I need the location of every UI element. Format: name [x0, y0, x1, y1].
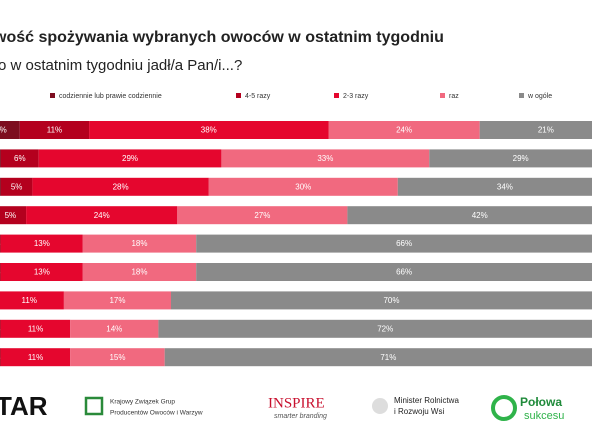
bar-segment [38, 149, 222, 168]
logo-text: Połowa [520, 395, 562, 409]
bar-segment [171, 291, 592, 310]
data-label: 13% [34, 268, 50, 277]
data-label: 29% [513, 154, 529, 163]
bar-segment [0, 348, 71, 367]
legend-swatch [50, 93, 55, 98]
data-label: 15% [109, 353, 125, 362]
legend-label: 2-3 razy [343, 93, 369, 100]
bar-segment [328, 121, 480, 139]
bar-segment [196, 234, 592, 253]
bar-segment [0, 263, 1, 281]
logo-text: smarter branding [274, 413, 327, 420]
bar-segment [0, 177, 33, 196]
chart-subtitle: o w ostatnim tygodniu jadł/a Pan/i...? [0, 57, 242, 74]
data-label: 24% [396, 126, 412, 135]
data-label: 66% [396, 239, 412, 248]
logo-text: Producentów Owoców i Warzyw [110, 410, 203, 417]
bar-segment [70, 319, 159, 338]
data-label: 42% [472, 211, 488, 220]
legend-label: codziennie lub prawie codziennie [59, 93, 162, 100]
bar-segment [479, 121, 592, 139]
legend-swatch [334, 93, 339, 98]
bar-segment [397, 177, 592, 196]
bar-segment [0, 291, 64, 310]
data-label: 11% [28, 324, 43, 333]
footer: TAR Krajowy Związek Grup Producentów Owo… [0, 391, 564, 422]
bar-segment [0, 149, 1, 168]
legend-label: 4-5 razy [245, 93, 271, 100]
data-label: 6% [14, 154, 26, 163]
data-label: 11% [47, 126, 62, 135]
data-label: 27% [254, 211, 270, 220]
bar-segment [0, 149, 39, 168]
data-label: 5% [11, 182, 23, 191]
data-label: 66% [396, 268, 412, 277]
data-label: 34% [497, 182, 513, 191]
bar-segment [0, 319, 1, 338]
bar-segment [0, 319, 71, 338]
bar-segment [82, 234, 197, 253]
data-label: 28% [113, 182, 129, 191]
bar-segment [0, 121, 20, 139]
bar-segment [221, 149, 430, 168]
bar-segment [82, 263, 197, 281]
logo-icon [491, 395, 517, 421]
bar-segment [32, 177, 209, 196]
data-label: 72% [377, 324, 393, 333]
logo-text: Minister Rolnictwa [394, 396, 459, 405]
bar-segment [0, 206, 27, 225]
data-label: 5% [5, 211, 17, 220]
bar-segment [26, 206, 178, 225]
data-label: 29% [122, 154, 138, 163]
bar-segment [63, 291, 171, 310]
logo-text: sukcesu [524, 410, 564, 422]
bar-segment [164, 348, 592, 367]
bar-segment [0, 177, 1, 196]
data-label: 33% [317, 154, 333, 163]
logo-text: Krajowy Związek Grup [110, 399, 175, 406]
bar-segment [177, 206, 348, 225]
logo-icon [84, 396, 104, 416]
data-label: 13% [34, 239, 50, 248]
bar-segment [158, 319, 592, 338]
bar-segment [347, 206, 592, 225]
data-label: 11% [22, 296, 37, 305]
logo-text: TAR [0, 391, 48, 421]
bar-segment [0, 348, 1, 367]
bar-segment [70, 348, 165, 367]
data-label: 18% [131, 239, 147, 248]
bar-segment [0, 234, 83, 253]
bar-segment [208, 177, 398, 196]
data-label: 21% [538, 126, 554, 135]
legend-label: w ogóle [527, 93, 552, 100]
chart-title: wość spożywania wybranych owoców w ostat… [0, 29, 444, 46]
legend-label: raz [449, 93, 459, 100]
data-label: 18% [131, 268, 147, 277]
logo-text: i Rozwoju Wsi [394, 407, 444, 416]
logo-text: INSPIRE [268, 395, 325, 411]
data-label: 71% [380, 353, 396, 362]
logo-icon [372, 398, 388, 414]
bar-segment [0, 234, 1, 253]
data-label: 38% [201, 126, 217, 135]
data-label: 6% [0, 126, 7, 135]
legend-swatch [440, 93, 445, 98]
data-label: 14% [106, 324, 122, 333]
data-label: 70% [383, 296, 399, 305]
bar-segment [0, 263, 83, 281]
bar-segment [89, 121, 329, 139]
data-label: 11% [28, 353, 43, 362]
bar-segment [196, 263, 592, 281]
legend-swatch [519, 93, 524, 98]
legend-swatch [236, 93, 241, 98]
data-label: 24% [94, 211, 110, 220]
data-label: 30% [295, 182, 311, 191]
bar-segment [429, 149, 592, 168]
data-label: 17% [109, 296, 125, 305]
bar-segment [19, 121, 90, 139]
